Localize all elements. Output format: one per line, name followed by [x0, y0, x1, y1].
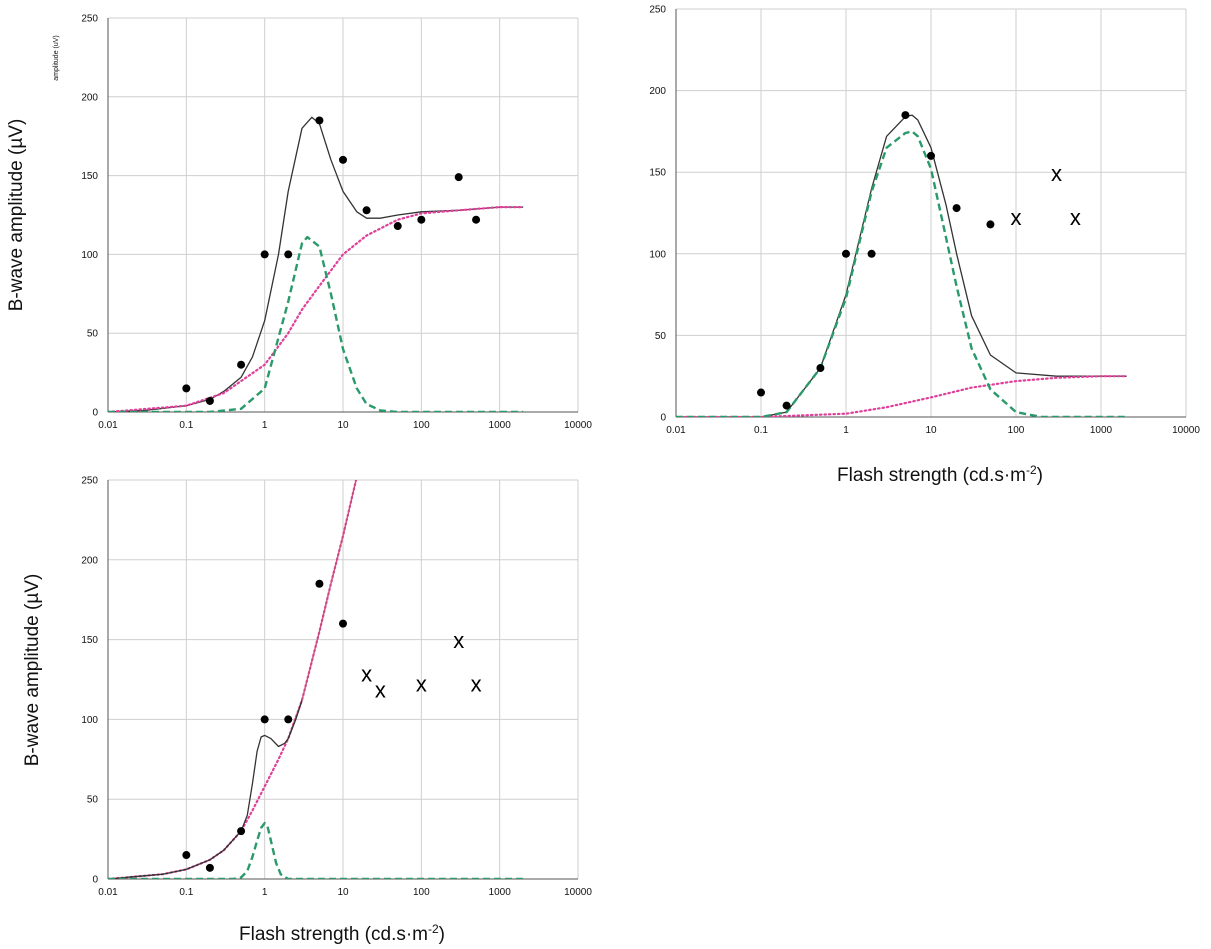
data-point — [952, 204, 961, 213]
data-point — [315, 116, 324, 125]
x-tick-label: 1 — [262, 887, 268, 898]
y-tick-label: 250 — [81, 476, 98, 487]
gridlines — [107, 17, 579, 413]
x-marker: x — [361, 662, 372, 687]
data-point — [362, 206, 371, 215]
gridlines — [675, 8, 1187, 418]
data-point — [782, 401, 791, 410]
x-tick-label: 100 — [413, 420, 430, 431]
x-marker: x — [1011, 205, 1022, 230]
data-point — [816, 364, 825, 373]
fit-curve-solid — [108, 700, 303, 879]
data-point — [182, 384, 191, 393]
y-tick-label: 0 — [92, 875, 98, 886]
x-tick-label: 100 — [1008, 425, 1025, 436]
x-tick-label: 0.1 — [179, 887, 193, 898]
data-point — [472, 215, 481, 224]
x-tick-label: 1 — [262, 420, 268, 431]
x-tick-label: 1000 — [489, 887, 512, 898]
data-point — [454, 173, 463, 182]
y-tick-label: 250 — [81, 14, 98, 25]
y-tick-label: 150 — [81, 635, 98, 646]
x-marker: x — [1070, 205, 1081, 230]
data-point — [205, 863, 214, 872]
y-tick-label: 50 — [87, 795, 99, 806]
data-point — [182, 851, 191, 860]
data-point — [986, 220, 995, 229]
y-tick-label: 100 — [81, 250, 98, 261]
x-tick-label: 10000 — [564, 420, 592, 431]
y-axis-title: B-wave amplitude (µV) — [6, 119, 27, 312]
y-tick-label: 100 — [81, 715, 98, 726]
x-tick-label: 10 — [337, 420, 349, 431]
fit-curve-dotted — [676, 375, 1128, 417]
data-point — [284, 715, 293, 724]
fit-curve-dashed — [108, 821, 524, 879]
x-tick-label: 0.1 — [754, 425, 768, 436]
data-point — [757, 388, 765, 397]
x-tick-label: 10000 — [564, 887, 592, 898]
y-tick-label: 150 — [81, 171, 98, 182]
data-point — [237, 827, 246, 836]
x-tick-label: 1000 — [1090, 425, 1113, 436]
x-marker: x — [453, 628, 464, 653]
data-point — [901, 111, 910, 120]
fit-curve-dotted — [108, 480, 358, 879]
data-point — [927, 151, 935, 160]
x-marker: x — [1051, 161, 1062, 186]
gridlines — [107, 479, 579, 880]
fit-curves — [108, 116, 525, 412]
y-tick-label: 200 — [81, 555, 98, 566]
x-tick-label: 1 — [843, 425, 849, 436]
x-marker: x — [471, 671, 482, 696]
data-point — [842, 249, 850, 258]
y-axis-title: B-wave amplitude (µV) — [22, 574, 43, 767]
x-axis-title: Flash strength (cd.s·m-2) — [837, 463, 1043, 486]
fit-curve-solid — [108, 116, 524, 412]
y-tick-label: 150 — [649, 168, 666, 179]
fit-curve-dashed — [108, 235, 524, 412]
y-tick-label: 0 — [660, 413, 666, 424]
chart-top-left: 0.01 0.1 1 10 100 1000 10000 0 50 100 150 200 250 B-w… — [6, 14, 592, 432]
data-point — [260, 250, 269, 259]
x-marker: x — [416, 671, 427, 696]
fit-curve-solid — [287, 480, 357, 739]
x-marker: x — [375, 678, 386, 703]
y-tick-label: 100 — [649, 249, 666, 260]
data-point — [284, 250, 293, 259]
data-point — [867, 249, 876, 258]
data-point — [339, 155, 347, 164]
y-tick-label: 0 — [92, 408, 98, 419]
y-tick-label: 250 — [649, 5, 666, 16]
y-tick-label: 200 — [649, 86, 666, 97]
data-point — [205, 396, 214, 405]
y-tick-label: 200 — [81, 92, 98, 103]
data-point — [339, 619, 347, 628]
x-tick-label: 10 — [925, 425, 937, 436]
data-point — [393, 222, 402, 231]
x-tick-label: 0.01 — [98, 887, 118, 898]
fit-curve-dotted — [108, 206, 525, 412]
chart-top-right: 0.01 0.1 1 10 100 1000 10000050100150200250xxx… — [649, 5, 1200, 487]
x-tick-label: 10 — [337, 887, 349, 898]
y-axis-subtitle: amplitude (uV) — [53, 35, 60, 81]
data-point — [315, 579, 324, 588]
data-point — [237, 360, 246, 369]
y-tick-label: 50 — [87, 329, 99, 340]
data-point — [260, 715, 269, 724]
x-axis-title: Flash strength (cd.s·m-2) — [239, 922, 445, 945]
data-point — [417, 215, 426, 224]
y-tick-label: 50 — [655, 331, 667, 342]
x-tick-label: 0.01 — [666, 425, 686, 436]
x-tick-label: 1000 — [489, 420, 512, 431]
x-tick-label: 0.01 — [98, 420, 118, 431]
x-tick-label: 100 — [413, 887, 430, 898]
x-tick-label: 0.1 — [179, 420, 193, 431]
x-tick-label: 10000 — [1172, 425, 1200, 436]
fit-curves — [108, 480, 524, 879]
